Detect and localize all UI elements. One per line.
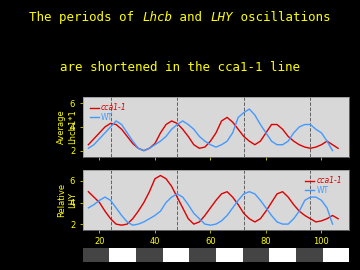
Bar [323,248,349,262]
Bar [243,248,269,262]
Text: Lhcb: Lhcb [142,12,172,25]
X-axis label: Hrs in LL: Hrs in LL [195,248,237,258]
Bar [189,248,216,262]
Bar [216,248,243,262]
Legend: cca1-1, WT: cca1-1, WT [87,100,130,125]
Y-axis label: Relative
LHY: Relative LHY [57,183,77,217]
Legend: cca1-1, WT: cca1-1, WT [302,173,345,198]
Text: and: and [172,12,210,25]
Bar [136,248,163,262]
Text: are shortened in the cca1-1 line: are shortened in the cca1-1 line [60,62,300,75]
Text: LHY: LHY [210,12,233,25]
Bar [163,248,189,262]
Bar [296,248,323,262]
Y-axis label: Average
Lhcb1*1: Average Lhcb1*1 [57,110,77,144]
Bar [109,248,136,262]
Text: The periods of: The periods of [29,12,141,25]
Bar [269,248,296,262]
Text: oscillations: oscillations [233,12,330,25]
Bar [83,248,109,262]
